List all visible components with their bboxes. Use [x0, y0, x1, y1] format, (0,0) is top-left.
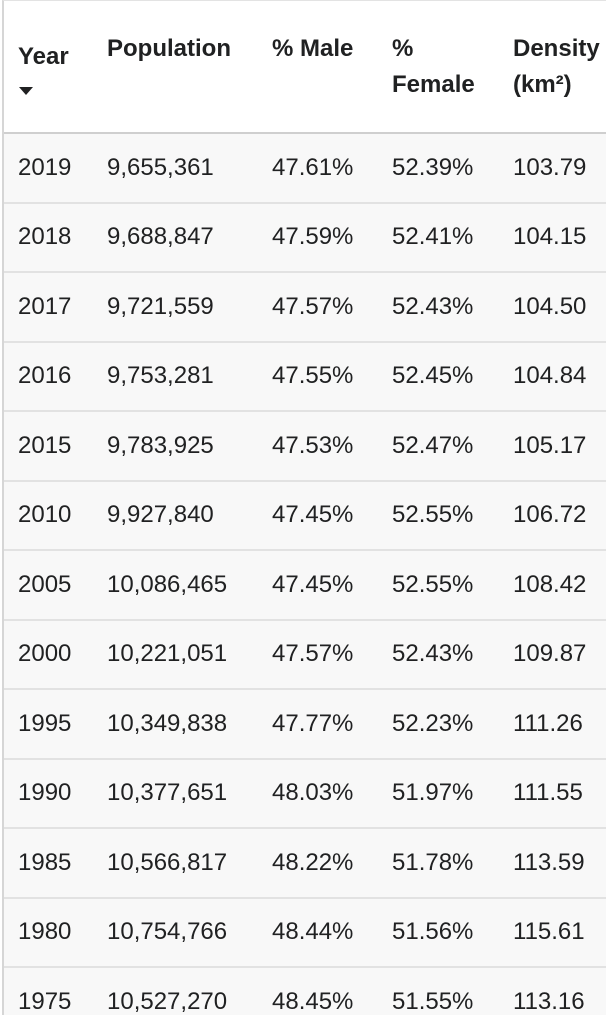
population-table: Year Population % Male % Female [4, 1, 606, 1015]
cell-population: 9,688,847 [93, 202, 258, 273]
header-population[interactable]: Population [93, 1, 258, 134]
cell-male: 47.59% [258, 202, 378, 273]
cell-population: 9,753,281 [93, 341, 258, 412]
cell-year: 1995 [4, 689, 93, 760]
table-row: 2017 9,721,559 47.57% 52.43% 104.50 [4, 272, 606, 343]
cell-density: 105.17 [499, 411, 606, 482]
table-row: 2018 9,688,847 47.59% 52.41% 104.15 [4, 202, 606, 273]
cell-density: 115.61 [499, 897, 606, 968]
header-female-label-2: Female [392, 70, 475, 98]
cell-female: 52.39% [378, 133, 499, 204]
table-row: 2005 10,086,465 47.45% 52.55% 108.42 [4, 550, 606, 621]
cell-female: 51.78% [378, 828, 499, 899]
cell-population: 10,221,051 [93, 619, 258, 690]
cell-population: 10,566,817 [93, 828, 258, 899]
table-row: 2000 10,221,051 47.57% 52.43% 109.87 [4, 619, 606, 690]
cell-year: 2000 [4, 619, 93, 690]
cell-male: 48.45% [258, 967, 378, 1015]
cell-year: 1990 [4, 758, 93, 829]
cell-male: 47.61% [258, 133, 378, 204]
cell-population: 9,721,559 [93, 272, 258, 343]
cell-population: 10,349,838 [93, 689, 258, 760]
cell-female: 51.97% [378, 758, 499, 829]
cell-male: 47.45% [258, 480, 378, 551]
header-female[interactable]: % Female [378, 1, 499, 134]
cell-density: 104.84 [499, 341, 606, 412]
sort-descending-icon[interactable] [19, 86, 33, 95]
cell-year: 2017 [4, 272, 93, 343]
cell-density: 103.79 [499, 133, 606, 204]
cell-male: 47.55% [258, 341, 378, 412]
header-population-label: Population [107, 34, 231, 62]
table-row: 2019 9,655,361 47.61% 52.39% 103.79 [4, 133, 606, 204]
cell-population: 9,655,361 [93, 133, 258, 204]
cell-year: 2015 [4, 411, 93, 482]
cell-male: 47.53% [258, 411, 378, 482]
table-header-row: Year Population % Male % Female [4, 1, 606, 134]
cell-female: 52.41% [378, 202, 499, 273]
cell-population: 10,377,651 [93, 758, 258, 829]
cell-female: 51.56% [378, 897, 499, 968]
cell-male: 47.57% [258, 619, 378, 690]
cell-population: 10,086,465 [93, 550, 258, 621]
cell-year: 2018 [4, 202, 93, 273]
cell-density: 111.26 [499, 689, 606, 760]
cell-density: 104.15 [499, 202, 606, 273]
cell-density: 113.59 [499, 828, 606, 899]
cell-year: 1975 [4, 967, 93, 1015]
cell-year: 1985 [4, 828, 93, 899]
table-body: 2019 9,655,361 47.61% 52.39% 103.79 2018 9,688… [4, 133, 606, 1015]
cell-population: 9,783,925 [93, 411, 258, 482]
table-row: 1980 10,754,766 48.44% 51.56% 115.61 [4, 897, 606, 968]
header-year-label: Year [18, 42, 69, 70]
cell-male: 48.22% [258, 828, 378, 899]
header-density[interactable]: Density (km²) [499, 1, 606, 134]
cell-density: 109.87 [499, 619, 606, 690]
cell-year: 1980 [4, 897, 93, 968]
cell-male: 47.77% [258, 689, 378, 760]
cell-male: 48.03% [258, 758, 378, 829]
cell-population: 10,754,766 [93, 897, 258, 968]
header-male[interactable]: % Male [258, 1, 378, 134]
cell-female: 52.23% [378, 689, 499, 760]
cell-population: 10,527,270 [93, 967, 258, 1015]
table-row: 1990 10,377,651 48.03% 51.97% 111.55 [4, 758, 606, 829]
cell-density: 106.72 [499, 480, 606, 551]
cell-female: 52.55% [378, 480, 499, 551]
cell-year: 2010 [4, 480, 93, 551]
table-row: 1985 10,566,817 48.22% 51.78% 113.59 [4, 828, 606, 899]
cell-density: 104.50 [499, 272, 606, 343]
cell-male: 47.45% [258, 550, 378, 621]
table-row: 2016 9,753,281 47.55% 52.45% 104.84 [4, 341, 606, 412]
cell-female: 52.47% [378, 411, 499, 482]
cell-female: 52.43% [378, 272, 499, 343]
cell-year: 2019 [4, 133, 93, 204]
cell-year: 2016 [4, 341, 93, 412]
table-row: 1995 10,349,838 47.77% 52.23% 111.26 [4, 689, 606, 760]
header-density-label-1: Density [513, 34, 600, 62]
cell-population: 9,927,840 [93, 480, 258, 551]
cell-male: 47.57% [258, 272, 378, 343]
header-female-label-1: % [392, 34, 414, 62]
header-male-label: % Male [272, 34, 354, 62]
cell-female: 52.43% [378, 619, 499, 690]
table-row: 1975 10,527,270 48.45% 51.55% 113.16 [4, 967, 606, 1015]
cell-male: 48.44% [258, 897, 378, 968]
header-year[interactable]: Year [4, 1, 93, 134]
cell-density: 111.55 [499, 758, 606, 829]
table-row: 2010 9,927,840 47.45% 52.55% 106.72 [4, 480, 606, 551]
header-density-label-2: (km²) [513, 70, 572, 98]
cell-female: 52.55% [378, 550, 499, 621]
table-row: 2015 9,783,925 47.53% 52.47% 105.17 [4, 411, 606, 482]
cell-year: 2005 [4, 550, 93, 621]
cell-density: 108.42 [499, 550, 606, 621]
cell-density: 113.16 [499, 967, 606, 1015]
cell-female: 52.45% [378, 341, 499, 412]
cell-female: 51.55% [378, 967, 499, 1015]
